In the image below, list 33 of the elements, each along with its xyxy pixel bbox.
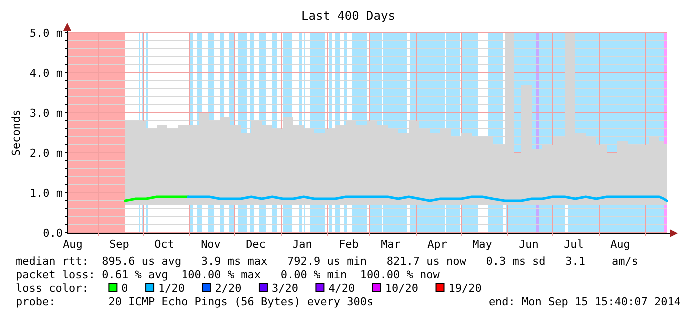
legend-label: 0 bbox=[122, 282, 128, 295]
x-tick-label: Dec bbox=[246, 238, 266, 251]
y-tick-label: 1.0 m bbox=[30, 187, 64, 200]
y-tick-label: 3.0 m bbox=[30, 107, 64, 120]
x-tick-label: May bbox=[472, 238, 493, 251]
y-tick-label: 2.0 m bbox=[30, 147, 64, 160]
text: end: Mon Sep 15 15:40:07 2014 bbox=[488, 296, 682, 308]
x-tick-label: Jan bbox=[292, 238, 312, 251]
y-tick-label: 5.0 m bbox=[30, 27, 64, 40]
x-tick-label: Jun bbox=[519, 238, 539, 251]
x-tick-label: Jul bbox=[564, 238, 584, 251]
y-axis-title: Seconds bbox=[10, 110, 23, 156]
legend-label: 10/20 bbox=[385, 282, 419, 295]
x-tick-label: Feb bbox=[339, 238, 359, 251]
legend-label: 1/20 bbox=[158, 282, 186, 295]
legend-label: 2/20 bbox=[215, 282, 242, 295]
text: probe: 20 ICMP Echo Pings (56 Bytes) every 300s bbox=[16, 296, 374, 308]
text: packet loss: 0.61 % avg 100.00 % max 0.00 % min 100.00 % now bbox=[16, 268, 440, 282]
x-tick-label: Aug bbox=[63, 238, 83, 251]
y-tick-label: 0.0 bbox=[43, 227, 63, 240]
x-tick-label: Oct bbox=[154, 238, 174, 251]
chart-title: Last 400 Days bbox=[302, 9, 396, 23]
y-tick-label: 4.0 m bbox=[30, 67, 64, 80]
x-tick-label: Sep bbox=[110, 238, 130, 251]
legend-label: 19/20 bbox=[448, 282, 482, 295]
x-tick-label: Mar bbox=[381, 238, 402, 251]
x-tick-label: Nov bbox=[201, 238, 222, 251]
x-tick-label: Aug bbox=[610, 238, 630, 251]
legend-label: 3/20 bbox=[272, 282, 298, 295]
text: median rtt: 895.6 us avg 3.9 ms max 792.9 us min 821.7 us now 0.3 ms sd 3.1 am/s bbox=[16, 255, 639, 268]
legend-title: loss color: bbox=[16, 282, 89, 295]
x-tick-label: Apr bbox=[428, 238, 448, 251]
legend-label: 4/20 bbox=[328, 282, 356, 295]
